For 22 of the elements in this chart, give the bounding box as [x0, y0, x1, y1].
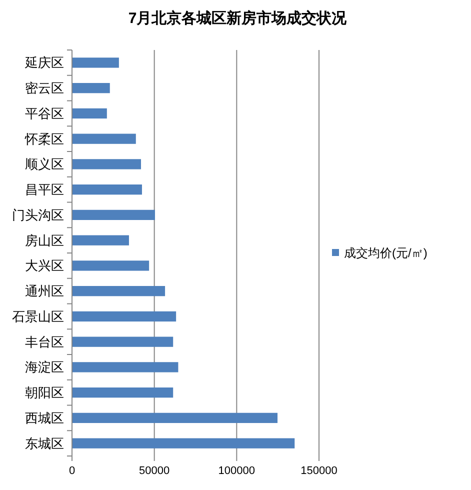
title: 7月北京各城区新房市场成交状况 [128, 10, 347, 27]
y-tick-label: 海淀区 [25, 360, 64, 375]
y-tick-label: 丰台区 [25, 334, 64, 350]
y-tick-label: 延庆区 [25, 55, 64, 70]
x-tick-label: 100000 [218, 465, 256, 477]
y-tick-label: 大兴区 [25, 258, 64, 274]
y-tick-label: 房山区 [25, 232, 64, 248]
y-tick-label: 朝阳区 [25, 385, 64, 400]
y-tick-label: 门头沟区 [12, 207, 64, 222]
y-tick-label: 西城区 [25, 410, 64, 426]
x-tick-label: 50000 [139, 465, 170, 477]
x-tick-label: 150000 [300, 465, 338, 477]
x-tick-label: 0 [68, 465, 76, 477]
y-tick-label: 平谷区 [25, 106, 64, 121]
y-tick-label: 怀柔区 [25, 131, 64, 146]
y-tick-label: 石景山区 [12, 308, 64, 324]
y-tick-label: 密云区 [25, 80, 64, 96]
y-tick-label: 东城区 [25, 436, 64, 451]
legend-label: 成交均价(元/㎡) [344, 246, 428, 260]
y-tick-label: 顺义区 [25, 156, 64, 172]
y-tick-label: 昌平区 [25, 182, 64, 198]
y-tick-label: 通州区 [25, 284, 64, 299]
